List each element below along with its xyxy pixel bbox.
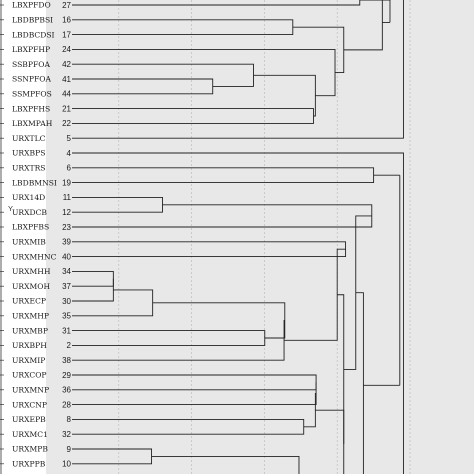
grid-lines xyxy=(118,0,411,474)
leaf-id: 35 xyxy=(62,312,71,321)
dendrogram-link xyxy=(355,292,364,474)
leaf-id: 4 xyxy=(67,149,72,158)
leaf-id: 6 xyxy=(67,164,72,173)
leaf-id: 19 xyxy=(62,178,71,187)
dendrogram-link xyxy=(151,455,300,474)
leaf-label: URXDCB xyxy=(12,208,47,217)
leaf-id: 29 xyxy=(62,371,71,380)
leaf-id: 41 xyxy=(62,75,71,84)
leaf-id: 9 xyxy=(67,445,72,454)
leaf-label: URXBPS xyxy=(12,149,45,158)
leaf-label: URXTLC xyxy=(12,134,46,143)
leaf-label: LBDBPBSI xyxy=(12,16,53,25)
leaf-label: URXECP xyxy=(12,297,46,306)
leaf-id: 40 xyxy=(62,252,71,261)
leaf-id: 22 xyxy=(62,119,71,128)
leaf-label: URXMHNC xyxy=(12,252,57,261)
leaf-id: 11 xyxy=(63,193,72,202)
leaf-label: LBDBCDSI xyxy=(12,30,55,39)
leaf-id: 17 xyxy=(62,30,71,39)
leaf-id: 27 xyxy=(62,1,71,10)
leaf-label: URXCOP xyxy=(12,371,47,380)
leaf-id: 36 xyxy=(62,386,71,395)
leaf-label: SSBPFOA xyxy=(12,60,50,69)
leaf-label: URXMBP xyxy=(12,326,48,335)
leaf-id: 42 xyxy=(62,60,71,69)
leaf-label: SSNPFOA xyxy=(12,75,52,84)
leaf-id: 39 xyxy=(62,238,71,247)
leaf-id: 2 xyxy=(67,341,72,350)
leaf-label: SSMPFOS xyxy=(12,90,52,99)
leaf-label: URXEPB xyxy=(12,415,46,424)
leaf-label: LBXPFDO xyxy=(12,1,51,10)
leaf-id: 23 xyxy=(62,223,71,232)
leaf-label: URXMOH xyxy=(12,282,51,291)
leaf-label: URXPPB xyxy=(12,460,46,469)
leaf-id: 31 xyxy=(62,326,71,335)
leaf-id: 12 xyxy=(62,208,71,217)
leaf-label: URXMC1 xyxy=(12,430,48,439)
dendrogram-link xyxy=(72,382,317,406)
leaf-label: URXBPH xyxy=(12,341,47,350)
dendrogram-link xyxy=(72,0,361,6)
leaf-label: URXMIP xyxy=(12,356,45,365)
leaf-id: 28 xyxy=(62,400,71,409)
leaf-label: LBXPFHS xyxy=(12,104,50,113)
leaf-label: URXMHP xyxy=(12,312,49,321)
leaf-label: URX14D xyxy=(12,193,45,202)
leaf-id: 44 xyxy=(62,90,71,99)
dendrogram-link xyxy=(337,294,345,445)
dendrogram-link xyxy=(343,0,383,51)
leaf-label: URXMPB xyxy=(12,445,48,454)
leaf-label: LBXMPAH xyxy=(12,119,53,128)
leaf-id: 32 xyxy=(62,430,71,439)
leaf-id: 5 xyxy=(67,134,72,143)
dendrogram-link xyxy=(72,278,114,302)
leaf-id: 16 xyxy=(62,16,71,25)
leaf-id: 34 xyxy=(62,267,71,276)
leaf-id: 38 xyxy=(62,356,71,365)
dendrogram-link xyxy=(72,0,404,139)
y-axis-title: Y xyxy=(8,204,13,213)
leaf-id: 21 xyxy=(62,104,71,113)
leaf-id: 37 xyxy=(62,282,71,291)
dendrogram-links xyxy=(72,0,404,474)
leaf-label: LBXPFBS xyxy=(12,223,49,232)
leaf-label: URXMIB xyxy=(12,238,46,247)
leaf-id: 10 xyxy=(62,460,71,469)
leaf-id: 30 xyxy=(62,297,71,306)
leaf-id: 8 xyxy=(67,415,72,424)
leaf-label: LBXPFHP xyxy=(12,45,50,54)
leaf-label: URXMHH xyxy=(12,267,51,276)
leaf-label: URXCNP xyxy=(12,400,47,409)
leaf-id: 24 xyxy=(62,45,71,54)
leaf-label: LBDBMNSI xyxy=(12,178,57,187)
leaf-label: URXTRS xyxy=(12,164,46,173)
leaf-label: URXMNP xyxy=(12,386,49,395)
dendrogram-link xyxy=(72,152,404,474)
